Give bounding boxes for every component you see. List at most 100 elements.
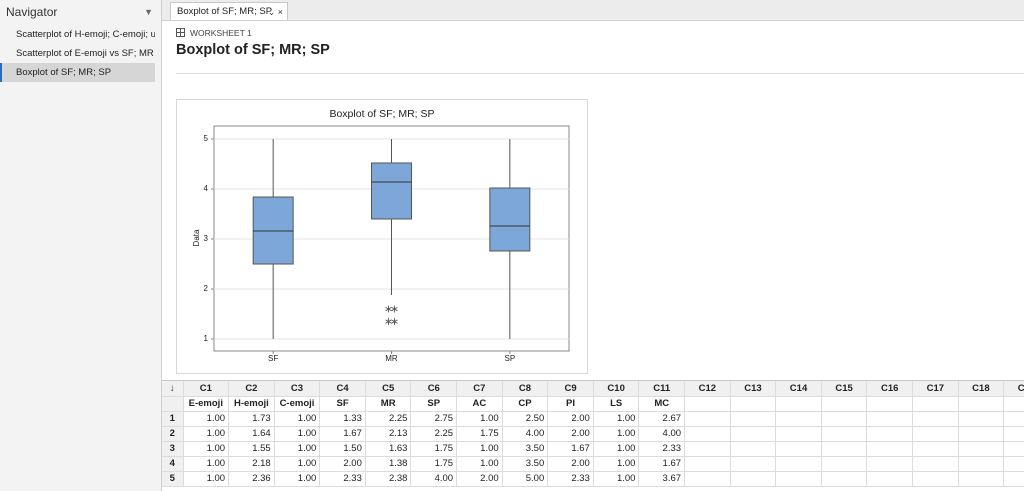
column-id[interactable]: C15 <box>821 381 868 397</box>
cell[interactable]: 2.25 <box>365 411 412 427</box>
empty-cell[interactable] <box>912 441 959 457</box>
column-name[interactable]: MC <box>638 396 686 412</box>
empty-cell[interactable] <box>684 396 731 412</box>
empty-cell[interactable] <box>866 456 913 472</box>
column-name[interactable]: H-emoji <box>228 396 275 412</box>
empty-cell[interactable] <box>866 411 913 427</box>
empty-cell[interactable] <box>866 471 913 487</box>
cell[interactable]: 2.18 <box>228 456 275 472</box>
cell[interactable]: 2.00 <box>319 456 366 472</box>
cell[interactable]: 2.33 <box>547 471 594 487</box>
empty-cell[interactable] <box>730 426 777 442</box>
navigator-item[interactable]: Scatterplot of E-emoji vs SF; MR <box>16 48 154 59</box>
column-id[interactable]: C9 <box>547 381 594 397</box>
empty-cell[interactable] <box>775 471 822 487</box>
empty-cell[interactable] <box>1003 396 1024 412</box>
cell[interactable]: 1.00 <box>593 411 640 427</box>
cell[interactable]: 2.36 <box>228 471 275 487</box>
cell[interactable]: 2.00 <box>456 471 503 487</box>
empty-cell[interactable] <box>912 456 959 472</box>
empty-cell[interactable] <box>912 396 959 412</box>
cell[interactable]: 1.64 <box>228 426 275 442</box>
cell[interactable]: 1.00 <box>274 471 321 487</box>
cell[interactable]: 3.50 <box>502 441 549 457</box>
empty-cell[interactable] <box>684 456 731 472</box>
column-id[interactable]: C17 <box>912 381 959 397</box>
cell[interactable]: 2.13 <box>365 426 412 442</box>
cell[interactable]: 1.00 <box>593 426 640 442</box>
column-id[interactable]: C18 <box>958 381 1005 397</box>
empty-cell[interactable] <box>730 441 777 457</box>
empty-cell[interactable] <box>958 441 1005 457</box>
column-name[interactable]: SP <box>410 396 458 412</box>
empty-cell[interactable] <box>821 456 868 472</box>
tab-controls[interactable]: ⌄ × <box>267 7 283 17</box>
cell[interactable]: 4.00 <box>410 471 458 487</box>
cell[interactable]: 2.38 <box>365 471 412 487</box>
empty-cell[interactable] <box>684 426 731 442</box>
empty-cell[interactable] <box>730 471 777 487</box>
column-name[interactable]: E-emoji <box>183 396 230 412</box>
empty-cell[interactable] <box>775 426 822 442</box>
empty-cell[interactable] <box>821 441 868 457</box>
cell[interactable]: 4.00 <box>638 426 686 442</box>
cell[interactable]: 1.38 <box>365 456 412 472</box>
empty-cell[interactable] <box>958 471 1005 487</box>
column-id[interactable]: C14 <box>775 381 822 397</box>
collapse-button[interactable]: ▼ <box>144 7 153 17</box>
column-id[interactable]: C7 <box>456 381 503 397</box>
cell[interactable]: 5.00 <box>502 471 549 487</box>
cell[interactable]: 2.33 <box>319 471 366 487</box>
corner-cell[interactable]: ↓ <box>162 381 184 397</box>
empty-cell[interactable] <box>866 396 913 412</box>
cell[interactable]: 1.67 <box>547 441 594 457</box>
cell[interactable]: 2.00 <box>547 456 594 472</box>
cell[interactable]: 1.00 <box>456 411 503 427</box>
empty-cell[interactable] <box>730 456 777 472</box>
column-id[interactable]: C5 <box>365 381 412 397</box>
cell[interactable]: 2.25 <box>410 426 458 442</box>
empty-cell[interactable] <box>775 396 822 412</box>
column-id[interactable]: C1 <box>183 381 230 397</box>
empty-cell[interactable] <box>912 426 959 442</box>
column-name[interactable]: AC <box>456 396 503 412</box>
column-id[interactable]: C10 <box>593 381 640 397</box>
empty-cell[interactable] <box>821 471 868 487</box>
cell[interactable]: 1.00 <box>593 441 640 457</box>
column-id[interactable]: C8 <box>502 381 549 397</box>
empty-cell[interactable] <box>958 396 1005 412</box>
empty-cell[interactable] <box>866 441 913 457</box>
empty-cell[interactable] <box>775 411 822 427</box>
tab[interactable]: Boxplot of SF; MR; SP ⌄ × <box>170 2 288 20</box>
cell[interactable]: 1.73 <box>228 411 275 427</box>
cell[interactable]: 2.67 <box>638 411 686 427</box>
cell[interactable]: 3.67 <box>638 471 686 487</box>
empty-cell[interactable] <box>958 456 1005 472</box>
empty-cell[interactable] <box>1003 456 1024 472</box>
cell[interactable]: 2.00 <box>547 411 594 427</box>
cell[interactable]: 2.33 <box>638 441 686 457</box>
column-id[interactable]: C2 <box>228 381 275 397</box>
column-name[interactable]: LS <box>593 396 640 412</box>
cell[interactable]: 1.33 <box>319 411 366 427</box>
cell[interactable]: 1.00 <box>456 441 503 457</box>
cell[interactable]: 1.00 <box>593 471 640 487</box>
column-id[interactable]: C11 <box>638 381 686 397</box>
column-id[interactable]: C4 <box>319 381 366 397</box>
empty-cell[interactable] <box>958 426 1005 442</box>
cell[interactable]: 1.00 <box>456 456 503 472</box>
empty-cell[interactable] <box>730 411 777 427</box>
empty-cell[interactable] <box>775 456 822 472</box>
column-id[interactable]: C12 <box>684 381 731 397</box>
cell[interactable]: 2.00 <box>547 426 594 442</box>
empty-cell[interactable] <box>821 426 868 442</box>
cell[interactable]: 1.63 <box>365 441 412 457</box>
cell[interactable]: 1.50 <box>319 441 366 457</box>
empty-cell[interactable] <box>684 441 731 457</box>
empty-cell[interactable] <box>1003 441 1024 457</box>
empty-cell[interactable] <box>684 411 731 427</box>
column-name[interactable]: SF <box>319 396 366 412</box>
cell[interactable]: 1.67 <box>638 456 686 472</box>
cell[interactable]: 1.75 <box>410 441 458 457</box>
column-id[interactable]: C6 <box>410 381 458 397</box>
